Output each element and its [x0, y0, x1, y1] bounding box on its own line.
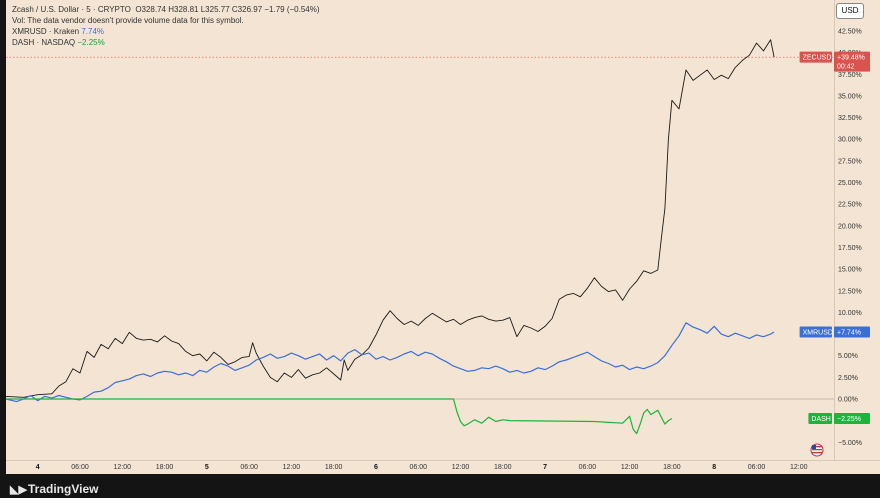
x-tick-label: 7 [543, 464, 547, 471]
dash-label: DASH · NASDAQ [12, 38, 76, 47]
series-name-tag: ZECUSD [803, 55, 832, 62]
x-tick-label: 06:00 [240, 464, 258, 471]
series-last-value-tags: ZECUSD +39.48% 00:42 XMRUSD +7.74% DASH −2.25% [799, 51, 870, 424]
y-tick-label: 22.50% [838, 202, 862, 209]
main-symbol-legend[interactable]: Zcash / U.S. Dollar · 5 · CRYPTO O328.74… [12, 5, 320, 14]
close-value: C326.97 [231, 5, 263, 14]
xmrusd-tag[interactable]: XMRUSD +7.74% [799, 326, 870, 338]
x-tick-label: 06:00 [579, 464, 597, 471]
price-scale[interactable] [834, 0, 880, 460]
currency-button[interactable]: USD [836, 3, 864, 19]
y-tick-label: 32.50% [838, 115, 862, 122]
us-flag-icon[interactable] [810, 443, 824, 457]
tradingview-mark-icon: ◣▶ [10, 484, 27, 496]
xmr-pct: 7.74% [81, 27, 105, 36]
y-tick-label: 0.00% [838, 397, 858, 404]
high-value: H328.81 [168, 5, 199, 14]
x-tick-label: 12:00 [790, 464, 808, 471]
zecusd-line[interactable] [5, 39, 775, 398]
series-value-tag: −2.25% [837, 416, 861, 423]
dash-pct: −2.25% [77, 38, 105, 47]
x-tick-label: 6 [374, 464, 378, 471]
x-tick-label: 06:00 [71, 464, 89, 471]
low-value: L325.77 [200, 5, 230, 14]
chart-legend: Zcash / U.S. Dollar · 5 · CRYPTO O328.74… [12, 4, 320, 48]
brand-name: TradingView [28, 482, 99, 496]
series-value-tag: +39.48% [837, 55, 865, 62]
plot-area[interactable] [6, 0, 834, 460]
time-scale[interactable] [6, 460, 880, 474]
y-tick-label: 37.50% [838, 72, 862, 79]
y-axis-ticks: 42.50%40.00%37.50%35.00%32.50%30.00%27.5… [838, 29, 862, 447]
y-tick-label: 5.00% [838, 353, 858, 360]
y-tick-label: 15.00% [838, 267, 862, 274]
xmrusd-line[interactable] [5, 322, 775, 403]
series-value-tag: +7.74% [837, 329, 861, 336]
tradingview-logo[interactable]: ◣▶TradingView [10, 482, 98, 496]
y-tick-label: 25.00% [838, 180, 862, 187]
y-tick-label: 30.00% [838, 137, 862, 144]
series-lines [5, 39, 775, 435]
x-axis-ticks: 4 06:00 12:00 18:00 5 06:00 12:00 18:00 6 06:00 12… [36, 464, 808, 471]
y-tick-label: −5.00% [838, 440, 862, 447]
y-tick-label: 35.00% [838, 93, 862, 100]
exchange: CRYPTO [97, 5, 131, 14]
x-tick-label: 18:00 [156, 464, 174, 471]
y-tick-label: 17.50% [838, 245, 862, 252]
dash-legend[interactable]: DASH · NASDAQ −2.25% [12, 37, 320, 48]
x-tick-label: 4 [36, 464, 40, 471]
series-name-tag: XMRUSD [803, 329, 833, 336]
x-tick-label: 12:00 [114, 464, 132, 471]
xmr-label: XMRUSD · Kraken [12, 27, 80, 36]
bar-countdown: 00:42 [837, 64, 855, 71]
x-tick-label: 18:00 [494, 464, 512, 471]
x-tick-label: 06:00 [748, 464, 766, 471]
y-tick-label: 10.00% [838, 310, 862, 317]
x-tick-label: 12:00 [621, 464, 639, 471]
x-tick-label: 06:00 [409, 464, 427, 471]
x-tick-label: 5 [205, 464, 209, 471]
symbol-name: Zcash / U.S. Dollar [12, 5, 80, 14]
x-tick-label: 18:00 [325, 464, 343, 471]
x-tick-label: 12:00 [452, 464, 470, 471]
volume-note: Vol: The data vendor doesn't provide vol… [12, 16, 244, 25]
x-tick-label: 12:00 [283, 464, 301, 471]
xmr-legend[interactable]: XMRUSD · Kraken 7.74% [12, 26, 320, 37]
open-value: O328.74 [135, 5, 167, 14]
y-tick-label: 27.50% [838, 158, 862, 165]
y-tick-label: 20.00% [838, 223, 862, 230]
interval: 5 [86, 5, 91, 14]
x-tick-label: 18:00 [663, 464, 681, 471]
x-tick-label: 8 [712, 464, 716, 471]
dash-tag[interactable]: DASH −2.25% [808, 412, 870, 424]
series-name-tag: DASH [811, 416, 830, 423]
y-tick-label: 2.50% [838, 375, 858, 382]
y-tick-label: 12.50% [838, 288, 862, 295]
chart-canvas: 42.50% 4 0.00% 37.50% 35.00% 32.50% 30.00% 27.5… [5, 29, 870, 471]
y-tick-label: 42.50% [838, 29, 862, 36]
zecusd-tag[interactable]: ZECUSD +39.48% 00:42 [799, 51, 870, 72]
dash-line[interactable] [6, 398, 673, 435]
change-value: −1.79 (−0.54%) [264, 5, 320, 14]
